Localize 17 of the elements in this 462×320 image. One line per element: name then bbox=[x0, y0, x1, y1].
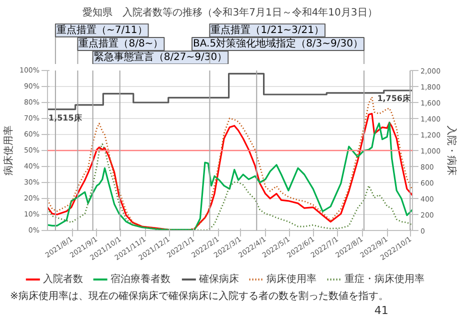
annotation: 1,756床 bbox=[377, 93, 412, 104]
y2-axis-title: 入院・病床 bbox=[446, 126, 458, 176]
ref-line-label: 重点措置（~7/11） bbox=[56, 24, 148, 36]
legend-label: 宿泊療養者数 bbox=[110, 273, 170, 285]
text: 41 bbox=[373, 304, 388, 318]
annotation: 1,515床 bbox=[48, 112, 83, 122]
legend-label: 入院者数 bbox=[42, 273, 83, 285]
legend-label: 緊急事態宣言（8/27~9/30） bbox=[94, 51, 228, 64]
ref-line-label: 重点措置（1/21~3/21） bbox=[210, 24, 324, 36]
text: ※病床使用率は、現在の確保病床で確保病床に入院する者の数を割った数値を指す。 bbox=[10, 290, 388, 304]
legend-label: 確保病床 bbox=[198, 273, 239, 285]
y-axis-title: 病床使用率 bbox=[2, 126, 14, 176]
ref-line-label: 重点措置（8/8~） bbox=[78, 38, 164, 50]
chart-title: 愛知県 入院者数等の推移（令和3年7月1日～令和4年10月3日） bbox=[82, 6, 378, 18]
ref-line-label: BA.5対策強化地域指定（8/3~9/30） bbox=[192, 38, 363, 50]
legend-label: 病床使用率 bbox=[266, 273, 316, 285]
legend-label: 重症・病床使用率 bbox=[344, 273, 424, 285]
